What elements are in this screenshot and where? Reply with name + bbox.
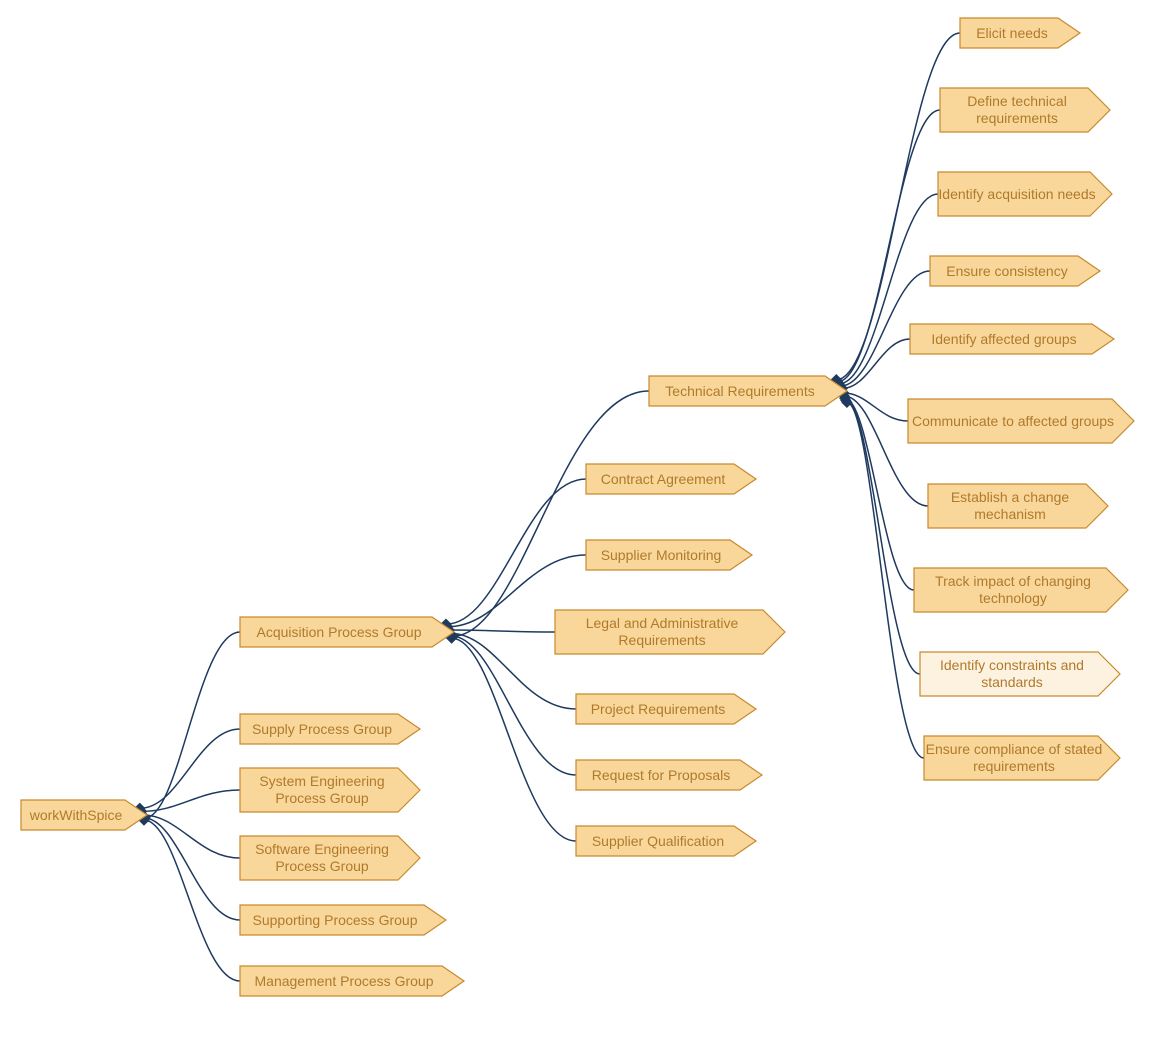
node-compliance: [924, 736, 1120, 780]
node-legal: [555, 610, 785, 654]
node-rfp: [576, 760, 762, 790]
node-suppqual: [576, 826, 756, 856]
node-constraints: [920, 652, 1120, 696]
node-contract: [586, 464, 756, 494]
node-techreq: [649, 376, 847, 406]
node-trackimpact: [914, 568, 1128, 612]
node-idacq: [938, 172, 1112, 216]
node-commaffected: [908, 399, 1134, 443]
node-mgmt: [240, 966, 464, 996]
node-syseng: [240, 768, 420, 812]
node-elicit: [960, 18, 1080, 48]
node-suppmon: [586, 540, 752, 570]
node-sweng: [240, 836, 420, 880]
node-projreq: [576, 694, 756, 724]
node-support: [240, 905, 446, 935]
node-root: [21, 800, 147, 830]
node-supply: [240, 714, 420, 744]
node-idaffected: [910, 324, 1114, 354]
node-deftech: [940, 88, 1110, 132]
node-changemech: [928, 484, 1108, 528]
tree-diagram: [0, 0, 1175, 1037]
node-consistency: [930, 256, 1100, 286]
node-acq: [240, 617, 454, 647]
